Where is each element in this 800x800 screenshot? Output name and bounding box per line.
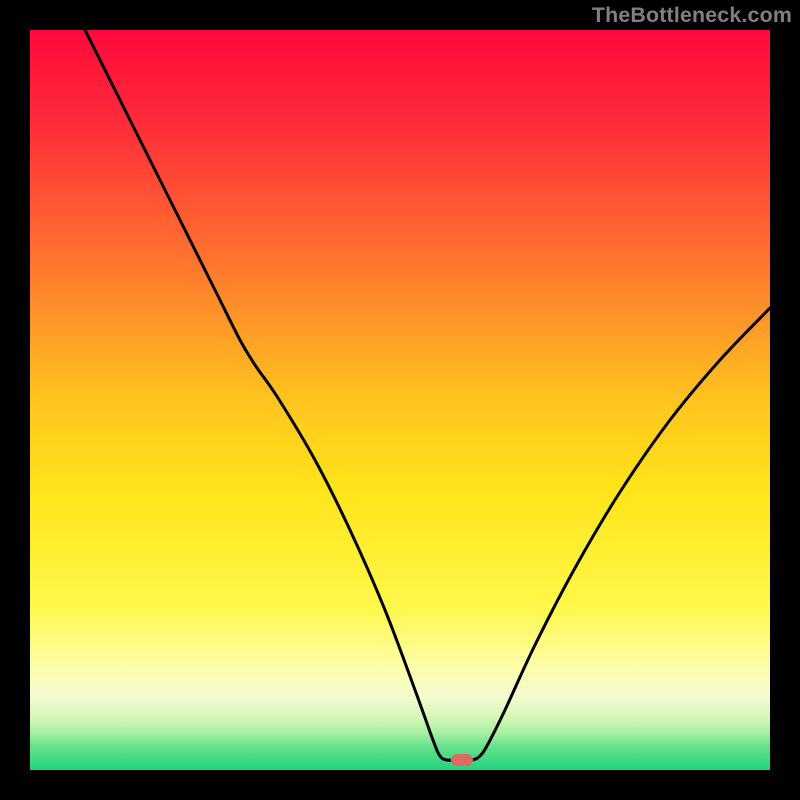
chart-frame: TheBottleneck.com [0,0,800,800]
watermark-label: TheBottleneck.com [592,3,792,28]
bottleneck-curve [30,30,770,770]
bottleneck-minimum-marker [451,754,473,766]
plot-area [30,30,770,770]
